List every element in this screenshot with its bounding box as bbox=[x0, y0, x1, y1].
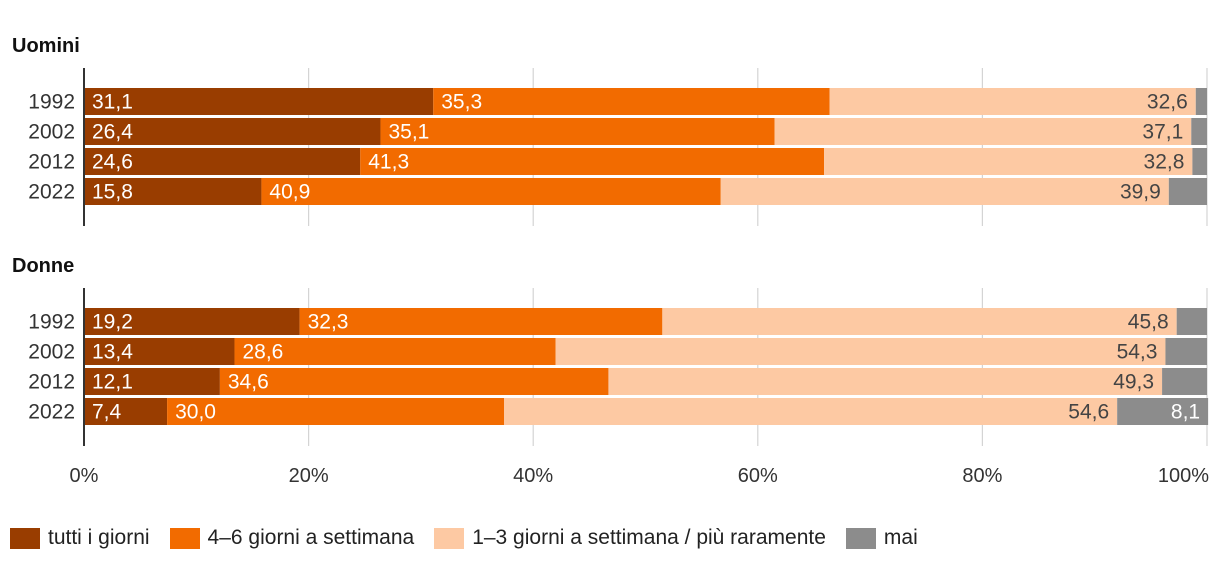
category-label: 2002 bbox=[28, 341, 75, 364]
bar-segment bbox=[720, 178, 1169, 205]
category-label: 2022 bbox=[28, 401, 75, 424]
data-label: 41,3 bbox=[368, 151, 409, 174]
bar-segment bbox=[1117, 398, 1209, 425]
bar-segment bbox=[84, 368, 220, 395]
legend-label: tutti i giorni bbox=[48, 526, 150, 549]
data-label: 32,3 bbox=[308, 311, 349, 334]
x-tick-label: 80% bbox=[962, 465, 1002, 487]
legend-item: mai bbox=[845, 526, 918, 550]
bar-segment bbox=[1195, 88, 1207, 115]
category-label: 2022 bbox=[28, 181, 75, 204]
chart-legend: tutti i giorni 4–6 giorni a settimana 1–3 … bbox=[10, 524, 938, 552]
category-label: 2002 bbox=[28, 121, 75, 144]
bar-segment bbox=[360, 148, 825, 175]
bar-segment bbox=[84, 148, 361, 175]
data-label: 32,6 bbox=[1147, 91, 1188, 114]
data-label: 28,6 bbox=[242, 341, 283, 364]
bar-segment bbox=[219, 368, 609, 395]
bar-segment bbox=[84, 338, 235, 365]
panel-title: Uomini bbox=[12, 35, 80, 57]
x-tick-label: 20% bbox=[289, 465, 329, 487]
data-label: 30,0 bbox=[175, 401, 216, 424]
category-label: 1992 bbox=[28, 311, 75, 334]
bar-segment bbox=[84, 118, 381, 145]
stacked-bar-chart: Uomini 1992 31,1 35,3 32,6 2002 26,4 35,1 37,1 20… bbox=[12, 35, 1209, 487]
x-tick-label: 0% bbox=[70, 465, 99, 487]
bar-segment bbox=[84, 308, 300, 335]
bar-segment bbox=[380, 118, 775, 145]
legend-swatch bbox=[434, 527, 465, 549]
legend-label: 1–3 giorni a settimana / più raramente bbox=[472, 526, 826, 549]
data-label: 45,8 bbox=[1128, 311, 1169, 334]
legend-item: 1–3 giorni a settimana / più raramente bbox=[434, 526, 826, 550]
legend-swatch bbox=[169, 527, 200, 549]
data-label: 12,1 bbox=[92, 371, 133, 394]
data-label: 24,6 bbox=[92, 151, 133, 174]
legend-swatch bbox=[10, 527, 40, 549]
data-label: 34,6 bbox=[228, 371, 269, 394]
legend-item: tutti i giorni bbox=[10, 526, 150, 550]
category-label: 1992 bbox=[28, 91, 75, 114]
data-label: 26,4 bbox=[92, 121, 133, 144]
category-label: 2012 bbox=[28, 151, 75, 174]
legend-item: 4–6 giorni a settimana bbox=[169, 526, 415, 550]
bar-segment bbox=[84, 178, 262, 205]
data-label: 7,4 bbox=[92, 401, 122, 424]
data-label: 39,9 bbox=[1120, 181, 1161, 204]
bar-segment bbox=[299, 308, 663, 335]
data-label: 35,3 bbox=[441, 91, 482, 114]
bar-segment bbox=[234, 338, 556, 365]
bar-segment bbox=[1191, 118, 1207, 145]
bar-segment bbox=[824, 148, 1193, 175]
bar-segment bbox=[829, 88, 1196, 115]
bar-segment bbox=[1168, 178, 1207, 205]
bar-segment bbox=[1192, 148, 1207, 175]
bar-segment bbox=[1162, 368, 1207, 395]
data-label: 13,4 bbox=[92, 341, 133, 364]
data-label: 37,1 bbox=[1142, 121, 1183, 144]
data-label: 32,8 bbox=[1144, 151, 1185, 174]
data-label: 40,9 bbox=[269, 181, 310, 204]
bar-segment bbox=[555, 338, 1166, 365]
bar-segment bbox=[608, 368, 1163, 395]
bar-segment bbox=[504, 398, 1118, 425]
data-label: 35,1 bbox=[388, 121, 429, 144]
bar-segment bbox=[84, 398, 168, 425]
x-tick-label: 60% bbox=[738, 465, 778, 487]
x-tick-label: 40% bbox=[513, 465, 553, 487]
bar-segment bbox=[662, 308, 1177, 335]
legend-swatch bbox=[845, 527, 876, 549]
bar-segment bbox=[433, 88, 830, 115]
data-label: 54,3 bbox=[1117, 341, 1158, 364]
x-tick-label: 100% bbox=[1158, 465, 1209, 487]
bar-segment bbox=[1176, 308, 1207, 335]
bar-segment bbox=[261, 178, 721, 205]
bar-segment bbox=[84, 88, 434, 115]
data-label: 15,8 bbox=[92, 181, 133, 204]
data-label: 8,1 bbox=[1171, 401, 1200, 424]
legend-label: mai bbox=[883, 526, 918, 549]
bar-segment bbox=[167, 398, 505, 425]
data-label: 49,3 bbox=[1113, 371, 1154, 394]
bar-segment bbox=[774, 118, 1192, 145]
legend-label: 4–6 giorni a settimana bbox=[207, 526, 415, 549]
bar-segment bbox=[1165, 338, 1207, 365]
data-label: 31,1 bbox=[92, 91, 133, 114]
data-label: 19,2 bbox=[92, 311, 133, 334]
category-label: 2012 bbox=[28, 371, 75, 394]
data-label: 54,6 bbox=[1068, 401, 1109, 424]
panel-title: Donne bbox=[12, 255, 74, 277]
